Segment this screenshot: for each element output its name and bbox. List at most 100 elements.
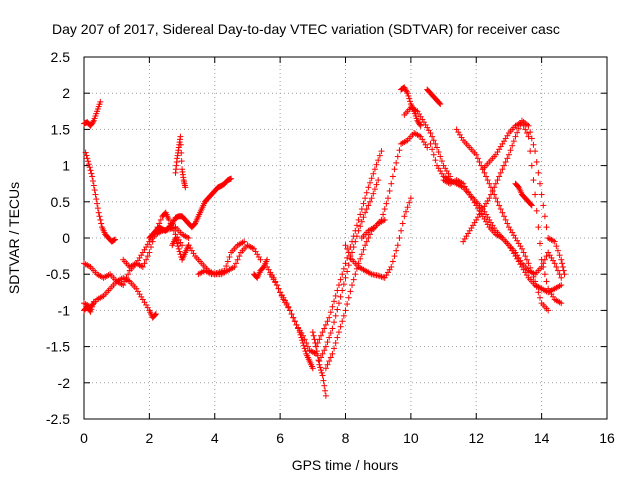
data-point (391, 166, 398, 173)
data-point-interp (497, 206, 504, 213)
data-point-interp (337, 276, 344, 283)
x-tick-label: 14 (534, 430, 550, 446)
data-point-interp (344, 268, 351, 275)
data-point (371, 166, 378, 173)
data-point-interp (543, 224, 550, 231)
data-point (322, 392, 329, 399)
data-point (532, 278, 539, 285)
data-point-interp (302, 348, 309, 355)
data-point-interp (528, 135, 535, 142)
data-point-interp (522, 253, 529, 260)
data-point-interp (321, 382, 328, 389)
data-point (558, 282, 565, 289)
data-point-interp (174, 243, 181, 250)
axis-layer: 0 2 4 6 8 10 12 14 16 -2.5 -2 -1.5 -1 -0.5 0 0.5 1 1.5 2 2.… (46, 49, 615, 446)
data-point-interp (86, 164, 93, 171)
data-point-interp (324, 318, 331, 325)
data-point-interp (429, 133, 436, 140)
data-point-interp (89, 118, 96, 125)
data-point-interp (94, 205, 101, 212)
data-point-interp (543, 278, 550, 285)
data-point-interp (371, 186, 378, 193)
data-point (139, 263, 146, 270)
data-point-interp (533, 283, 540, 290)
data-point (486, 180, 493, 187)
data-point-interp (556, 252, 563, 259)
data-point (401, 213, 408, 220)
data-point-interp (497, 169, 504, 176)
data-point (355, 227, 362, 234)
data-point-interp (430, 137, 437, 144)
y-axis-title: SDTVAR / TECUs (6, 182, 22, 294)
data-point-interp (393, 247, 400, 254)
data-point-interp (224, 258, 231, 265)
data-point (378, 216, 385, 223)
data-point-interp (173, 237, 180, 244)
data-point-interp (335, 282, 342, 289)
data-point-interp (85, 158, 92, 165)
data-point-interp (483, 173, 490, 180)
data-point-interp (223, 263, 230, 270)
data-point-interp (528, 269, 535, 276)
x-tick-label: 8 (342, 430, 350, 446)
x-tick-label: 4 (211, 430, 219, 446)
data-point (545, 307, 552, 314)
data-point-interp (324, 339, 331, 346)
data-point-interp (559, 260, 566, 267)
data-point (528, 202, 535, 209)
data-point (558, 274, 565, 281)
data-point (519, 119, 526, 126)
data-point-interp (148, 244, 155, 251)
data-point-interp (535, 224, 542, 231)
data-point-interp (357, 211, 364, 218)
data-point-interp (91, 187, 98, 194)
data-point-interp (554, 267, 561, 274)
data-point-interp (314, 352, 321, 359)
data-point-interp (314, 339, 321, 346)
data-point-interp (344, 245, 351, 252)
data-point-interp (391, 253, 398, 260)
data-point (378, 148, 385, 155)
data-point-interp (143, 256, 150, 263)
data-point-interp (510, 138, 517, 145)
data-point (551, 260, 558, 267)
data-point (175, 245, 182, 252)
data-point-interp (322, 387, 329, 394)
data-point-interp (344, 301, 351, 308)
data-point-interp (350, 244, 357, 251)
data-point-interp (375, 157, 382, 164)
data-point-interp (530, 141, 537, 148)
data-point-interp (496, 173, 503, 180)
data-point-interp (347, 288, 354, 295)
data-points (81, 84, 568, 399)
data-point (525, 260, 532, 267)
data-point-interp (365, 202, 372, 209)
data-point-interp (288, 311, 295, 318)
y-tick-label: 1 (62, 158, 70, 174)
data-point-interp (170, 227, 177, 234)
data-point-interp (491, 184, 498, 191)
data-point-interp (331, 298, 338, 305)
data-point-interp (345, 262, 352, 269)
data-point-interp (353, 222, 360, 229)
data-point-interp (416, 121, 423, 128)
data-point (326, 314, 333, 321)
data-point-interp (313, 348, 320, 355)
data-point (519, 245, 526, 252)
data-point-interp (347, 253, 354, 260)
data-point (417, 122, 424, 129)
data-point-interp (533, 207, 540, 214)
data-point-interp (509, 142, 516, 149)
data-point (264, 256, 271, 263)
data-point-interp (396, 147, 403, 154)
data-point-interp (319, 350, 326, 357)
data-point-interp (363, 189, 370, 196)
data-point (241, 238, 248, 245)
data-point (342, 307, 349, 314)
data-point-interp (357, 223, 364, 230)
data-point-interp (334, 306, 341, 313)
data-point-interp (360, 214, 367, 221)
data-point (558, 300, 565, 307)
data-point-interp (352, 238, 359, 245)
data-point (551, 238, 558, 245)
